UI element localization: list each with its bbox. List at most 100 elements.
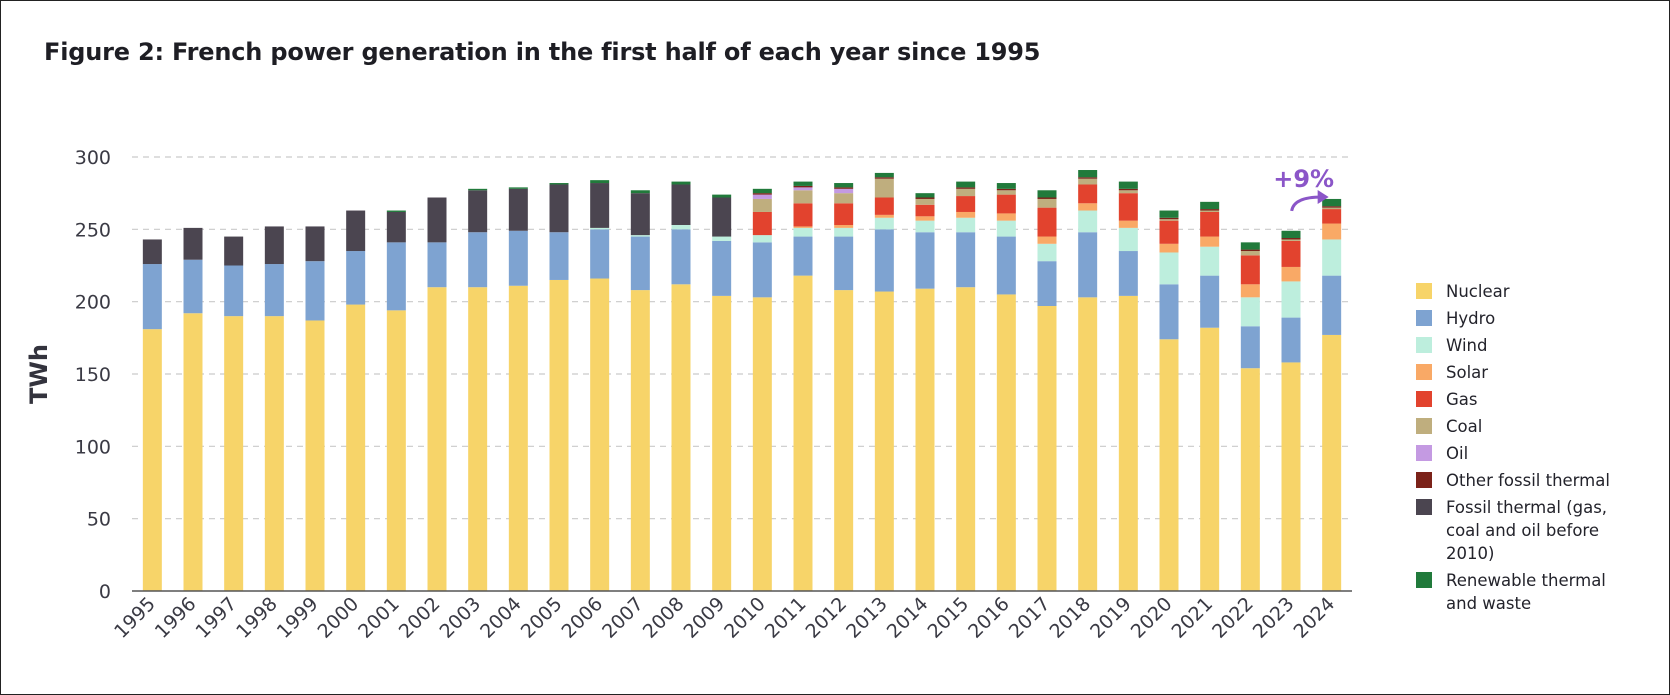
legend-item-oil: Oil (1416, 442, 1621, 465)
bar-segment (590, 229, 610, 279)
bar-segment (1281, 317, 1301, 363)
bar-segment (793, 275, 813, 591)
annotation-label: +9% (1273, 165, 1334, 193)
annotation-arrowhead (1317, 189, 1329, 204)
bar-segment (630, 190, 650, 194)
bar-segment (1322, 223, 1342, 240)
x-tick-label: 2002 (395, 593, 445, 643)
bar-segment (264, 316, 284, 591)
legend-item-gas: Gas (1416, 388, 1621, 411)
bar-segment (1118, 193, 1138, 221)
bar-segment (956, 187, 976, 189)
bar-segment (793, 185, 813, 188)
legend-swatch (1416, 418, 1432, 434)
legend-swatch (1416, 337, 1432, 353)
bar-segment (1037, 243, 1057, 262)
bar-segment (834, 188, 854, 194)
bar-segment (956, 188, 976, 197)
bar-segment (834, 290, 854, 591)
bar-segment (630, 193, 650, 236)
bar-segment (996, 294, 1016, 591)
bar-segment (1240, 297, 1260, 327)
x-tick-label: 2018 (1045, 593, 1095, 643)
bar-segment (915, 193, 935, 198)
bar-segment (915, 197, 935, 199)
x-tick-label: 2016 (964, 593, 1014, 643)
bar-segment (874, 178, 894, 198)
bar-segment (386, 211, 406, 243)
bar-segment (183, 313, 203, 591)
bar-segment (590, 278, 610, 591)
bar-segment (549, 279, 569, 591)
legend-swatch (1416, 283, 1432, 299)
bar-segment (468, 188, 488, 191)
y-tick-label: 0 (99, 581, 111, 603)
bar-segment (793, 187, 813, 191)
bar-segment (1159, 252, 1179, 285)
bar-segment (1037, 261, 1057, 307)
bar-segment (508, 188, 528, 231)
bar-segment (1200, 236, 1220, 247)
x-tick-label: 2000 (313, 593, 363, 643)
bar-segment (793, 227, 813, 237)
legend-item-hydro: Hydro (1416, 307, 1621, 330)
x-tick-label: 2008 (639, 593, 689, 643)
bar-segment (752, 193, 772, 195)
bar-segment (752, 235, 772, 243)
x-tick-label: 2021 (1167, 593, 1217, 643)
bar-segment (1037, 236, 1057, 244)
bar-segment (834, 227, 854, 237)
bar-segment (1037, 207, 1057, 237)
bar-segment (1200, 246, 1220, 276)
bar-segment (1200, 275, 1220, 328)
bar-segment (1281, 281, 1301, 318)
bar-segment (1200, 209, 1220, 211)
legend-item-renewable-thermal: Renewable thermal and waste (1416, 569, 1621, 615)
bar-segment (142, 239, 162, 265)
y-axis-label: TWh (25, 344, 53, 404)
bar-segment (549, 184, 569, 233)
bar-segment (915, 198, 935, 205)
bar-segment (427, 242, 447, 288)
legend-swatch (1416, 572, 1432, 588)
bar-segment (1159, 220, 1179, 244)
legend-swatch (1416, 310, 1432, 326)
x-tick-label: 2010 (720, 593, 770, 643)
bar-segment (1118, 220, 1138, 228)
bar-segment (671, 284, 691, 591)
x-tick-label: 1998 (232, 593, 282, 643)
bar-segment (915, 204, 935, 217)
bar-segment (996, 213, 1016, 221)
bar-segment (549, 183, 569, 185)
bar-segment (1118, 190, 1138, 194)
x-tick-label: 2015 (923, 593, 973, 643)
bar-segment (956, 287, 976, 591)
x-tick-label: 2006 (557, 593, 607, 643)
chart-legend: Nuclear Hydro Wind Solar Gas Coal Oil Other fos… (1416, 280, 1621, 619)
legend-item-coal: Coal (1416, 415, 1621, 438)
bar-segment (590, 180, 610, 184)
bar-segment (1200, 201, 1220, 210)
x-tick-label: 2019 (1086, 593, 1136, 643)
legend-item-solar: Solar (1416, 361, 1621, 384)
bar-segment (1281, 240, 1301, 267)
bar-segment (1240, 255, 1260, 285)
bar-segment (1240, 284, 1260, 298)
bar-segment (346, 210, 366, 252)
bar-segment (1118, 295, 1138, 591)
y-tick-label: 150 (75, 364, 111, 386)
chart-title: Figure 2: French power generation in the… (44, 38, 1041, 66)
bar-segment (793, 226, 813, 228)
bar-segment (1281, 230, 1301, 239)
x-tick-label: 1997 (191, 593, 241, 643)
bar-segment (1118, 181, 1138, 189)
bar-segment (590, 227, 610, 230)
bar-segment (996, 194, 1016, 214)
bar-segment (1037, 190, 1057, 198)
bar-segment (1322, 209, 1342, 224)
bar-segment (142, 329, 162, 591)
x-tick-label: 2020 (1127, 593, 1177, 643)
bar-segment (346, 251, 366, 305)
legend-label: Other fossil thermal (1446, 471, 1610, 490)
y-tick-label: 250 (75, 219, 111, 241)
